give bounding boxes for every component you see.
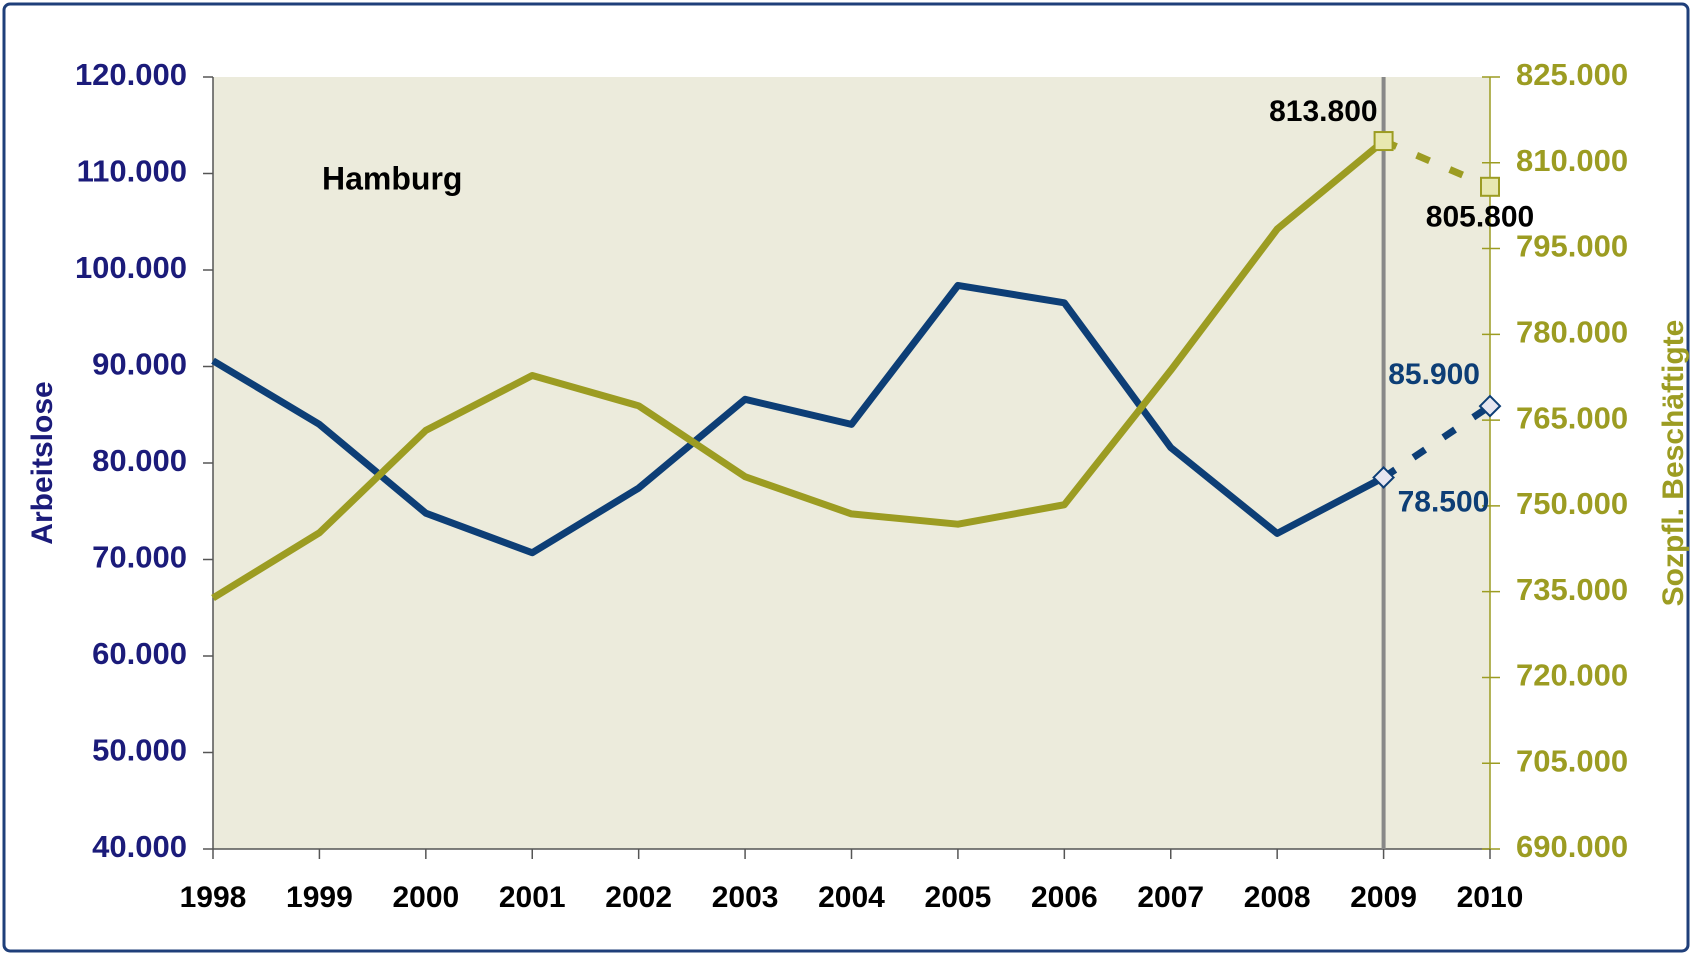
y2-tick-label: 825.000 — [1516, 57, 1628, 92]
data-label: 805.800 — [1426, 201, 1534, 234]
x-tick-label: 2006 — [1031, 881, 1098, 914]
point — [1478, 394, 1502, 418]
y2-tick-label: 765.000 — [1516, 400, 1628, 435]
data-label: 78.500 — [1398, 485, 1490, 518]
y2-tick-label: 705.000 — [1516, 743, 1628, 778]
x-tick-label: 2009 — [1350, 881, 1417, 914]
y-axis-label: Arbeitslose — [26, 381, 59, 544]
y2-tick-label: 795.000 — [1516, 229, 1628, 264]
y2-axis-label: Sozpfl. Beschäftigte — [1657, 320, 1690, 607]
plot-area — [213, 77, 1490, 849]
x-tick-label: 2002 — [605, 881, 672, 914]
x-tick-label: 2008 — [1244, 881, 1311, 914]
x-tick-label: 2001 — [499, 881, 566, 914]
y-tick-label: 50.000 — [92, 733, 187, 768]
x-tick-label: 2000 — [392, 881, 459, 914]
y2-tick-label: 735.000 — [1516, 572, 1628, 607]
y-tick-label: 100.000 — [75, 250, 187, 285]
line — [211, 281, 1386, 557]
y2-tick-label: 810.000 — [1516, 143, 1628, 178]
line — [211, 138, 1386, 601]
x-tick-label: 2010 — [1457, 881, 1524, 914]
data-label: 85.900 — [1388, 358, 1480, 391]
x-tick-label: 1999 — [286, 881, 353, 914]
data-label: 813.800 — [1269, 95, 1377, 128]
annotation: Hamburg — [322, 160, 462, 196]
y2-tick-label: 720.000 — [1516, 658, 1628, 693]
y-tick-label: 110.000 — [77, 154, 187, 189]
point — [1372, 466, 1395, 489]
y-tick-label: 80.000 — [92, 443, 187, 478]
point — [1480, 176, 1500, 197]
x-tick-label: 1998 — [180, 881, 247, 914]
x-tick-label: 2007 — [1137, 881, 1204, 914]
x-tick-label: 2005 — [925, 881, 992, 914]
y2-tick-label: 780.000 — [1516, 315, 1628, 350]
x-tick-label: 2003 — [712, 881, 779, 914]
y2-tick-label: 690.000 — [1516, 829, 1628, 864]
y-tick-label: 90.000 — [92, 347, 187, 382]
y-tick-label: 40.000 — [92, 829, 187, 864]
y-tick-label: 60.000 — [92, 636, 187, 671]
y-tick-label: 70.000 — [92, 540, 187, 575]
y2-tick-label: 750.000 — [1516, 486, 1628, 521]
y-tick-label: 120.000 — [75, 57, 187, 92]
point — [1373, 131, 1394, 152]
x-tick-label: 2004 — [818, 881, 885, 914]
